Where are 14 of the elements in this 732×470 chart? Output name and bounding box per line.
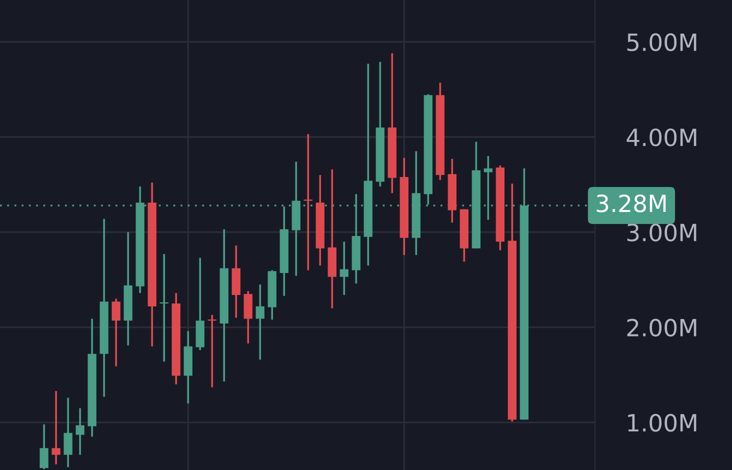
- ref-line-label: 3.28M: [596, 194, 666, 212]
- candlestick: [484, 155, 492, 221]
- candlestick: [112, 298, 120, 368]
- candlestick: [40, 423, 48, 470]
- candlestick: [52, 390, 60, 466]
- y-tick-label: 2.00M: [627, 318, 696, 337]
- candlestick: [64, 396, 72, 468]
- y-tick-label: 1.00M: [628, 414, 696, 432]
- candlestick: [340, 240, 348, 296]
- y-tick-label: 4.00M: [626, 128, 696, 146]
- y-tick-label: 5.00M: [627, 33, 696, 52]
- candlestick: [76, 407, 84, 456]
- candlestick: [256, 284, 264, 361]
- y-tick-label: 3.00M: [627, 224, 696, 242]
